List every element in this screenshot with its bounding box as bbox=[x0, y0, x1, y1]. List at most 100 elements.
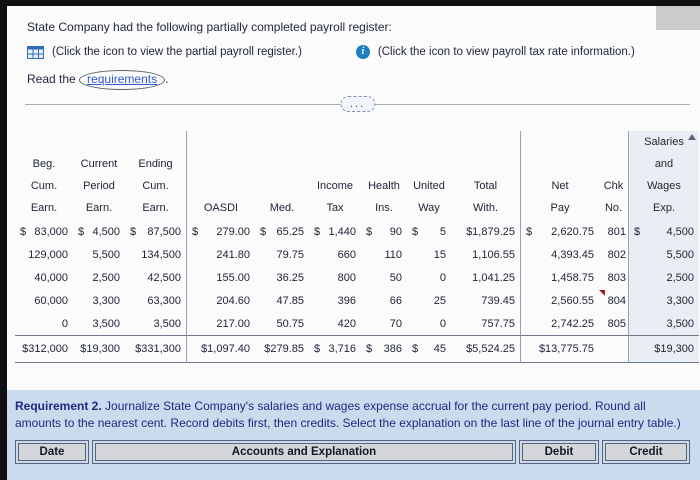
payroll-header-cell: Income Tax bbox=[316, 180, 354, 214]
payroll-cell: 50.75 bbox=[276, 317, 304, 330]
payroll-cell: 129,000 bbox=[28, 248, 68, 261]
payroll-register-icon[interactable] bbox=[27, 45, 44, 59]
payroll-header-cell: Salaries and Wages Exp. bbox=[629, 131, 699, 220]
requirement-body: Journalize State Company's salaries and … bbox=[15, 399, 681, 430]
payroll-cell: 2,500 bbox=[629, 266, 699, 289]
payroll-cell: 66 bbox=[389, 294, 402, 307]
tax-icon-caption: (Click the icon to view payroll tax rate… bbox=[377, 46, 635, 58]
icon-row: (Click the icon to view the partial payr… bbox=[27, 45, 686, 59]
read-requirements-line: Read the requirements. bbox=[27, 70, 686, 90]
payroll-cell: 804 bbox=[599, 289, 629, 312]
payroll-cell: $2,620.75 bbox=[526, 225, 594, 238]
info-icon[interactable] bbox=[355, 45, 370, 59]
window-left-edge bbox=[0, 0, 7, 480]
requirements-link[interactable]: requirements bbox=[79, 70, 166, 90]
payroll-cell: 3,500 bbox=[125, 312, 187, 335]
payroll-cell: $65.25 bbox=[260, 225, 304, 238]
red-flag-marker bbox=[599, 290, 605, 296]
payroll-cell bbox=[599, 335, 629, 363]
journal-header-label: Accounts and Explanation bbox=[95, 443, 513, 462]
read-prefix: Read the bbox=[27, 72, 80, 86]
payroll-cell: 60,000 bbox=[34, 294, 68, 307]
payroll-cell: $312,000 bbox=[15, 335, 73, 363]
payroll-cell: 3,500 bbox=[92, 317, 120, 330]
payroll-cell: 25 bbox=[433, 294, 446, 307]
journal-header-label: Credit bbox=[605, 443, 687, 462]
payroll-header-cell: Ending Cum. Earn. bbox=[125, 131, 187, 220]
payroll-header-cell: Chk No. bbox=[599, 131, 629, 220]
payroll-cell: 803 bbox=[599, 266, 629, 289]
payroll-cell: 5,500 bbox=[629, 243, 699, 266]
expand-collapse-button[interactable]: ... bbox=[339, 96, 376, 112]
payroll-cell: 36.25 bbox=[276, 271, 304, 284]
payroll-header-cell: Net Pay bbox=[550, 180, 570, 214]
payroll-cell: 204.60 bbox=[216, 294, 250, 307]
payroll-cell: $1,440 bbox=[314, 225, 356, 238]
read-suffix: . bbox=[165, 72, 169, 86]
payroll-cell: 396 bbox=[337, 294, 356, 307]
payroll-cell: 134,500 bbox=[125, 243, 187, 266]
payroll-cell: $45 bbox=[407, 335, 451, 363]
payroll-cell: $83,000 bbox=[20, 225, 68, 238]
payroll-cell: 1,106.55 bbox=[451, 243, 521, 266]
requirement-title: Requirement 2. bbox=[15, 399, 102, 413]
payroll-cell: $331,300 bbox=[125, 335, 187, 363]
payroll-cell: $279.00 bbox=[192, 225, 250, 238]
intro-section: State Company had the following partiall… bbox=[7, 6, 700, 90]
payroll-cell: $279.85 bbox=[255, 335, 309, 363]
payroll-cell: 420 bbox=[337, 317, 356, 330]
payroll-cell: 155.00 bbox=[216, 271, 250, 284]
payroll-cell: 2,500 bbox=[92, 271, 120, 284]
window-top-edge bbox=[0, 0, 700, 6]
payroll-cell: $87,500 bbox=[125, 220, 187, 243]
payroll-cell: $19,300 bbox=[73, 335, 125, 363]
payroll-cell: 2,560.55 bbox=[551, 294, 594, 307]
payroll-grid: Beg. Cum. Earn. Current Period Earn. Ending Cum… bbox=[15, 131, 699, 363]
payroll-cell: 3,300 bbox=[92, 294, 120, 307]
payroll-cell: 1,458.75 bbox=[551, 271, 594, 284]
scroll-up-icon[interactable] bbox=[688, 134, 696, 140]
payroll-register-table: Beg. Cum. Earn. Current Period Earn. Ending Cum… bbox=[15, 131, 699, 363]
payroll-cell: $5 bbox=[412, 225, 446, 238]
payroll-cell: 241.80 bbox=[216, 248, 250, 261]
payroll-cell: 802 bbox=[599, 243, 629, 266]
journal-header-cell: Credit bbox=[602, 440, 690, 465]
payroll-cell: 47.85 bbox=[276, 294, 304, 307]
journal-header-label: Date bbox=[18, 443, 86, 462]
top-right-corner bbox=[656, 6, 700, 30]
payroll-cell: 757.75 bbox=[451, 312, 521, 335]
journal-header-row: Date Accounts and Explanation Debit Credit bbox=[15, 440, 690, 465]
payroll-cell: 0 bbox=[439, 317, 446, 330]
payroll-cell: 5,500 bbox=[92, 248, 120, 261]
problem-statement: State Company had the following partiall… bbox=[27, 20, 392, 34]
payroll-cell: 3,500 bbox=[629, 312, 699, 335]
payroll-cell: 15 bbox=[433, 248, 446, 261]
payroll-header-cell: OASDI bbox=[203, 202, 239, 214]
payroll-cell: $5,524.25 bbox=[451, 335, 521, 363]
payroll-cell: 801 bbox=[599, 220, 629, 243]
payroll-cell: 800 bbox=[337, 271, 356, 284]
requirement-panel: Requirement 2. Journalize State Company'… bbox=[7, 390, 700, 480]
payroll-cell: $3,716 bbox=[309, 335, 361, 363]
payroll-cell: $4,500 bbox=[78, 225, 120, 238]
payroll-cell: 79.75 bbox=[276, 248, 304, 261]
payroll-cell: 4,393.45 bbox=[551, 248, 594, 261]
payroll-cell: $19,300 bbox=[629, 335, 699, 363]
payroll-header-cell: Beg. Cum. Earn. bbox=[30, 158, 58, 214]
payroll-cell: 217.00 bbox=[216, 317, 250, 330]
payroll-cell: 0 bbox=[439, 271, 446, 284]
payroll-cell: 805 bbox=[599, 312, 629, 335]
section-divider: ... bbox=[25, 96, 690, 112]
journal-header-label: Debit bbox=[522, 443, 596, 462]
payroll-cell: $13,775.75 bbox=[521, 335, 599, 363]
payroll-header-cell: Total With. bbox=[451, 131, 521, 220]
content-panel: State Company had the following partiall… bbox=[7, 6, 700, 390]
register-icon-caption: (Click the icon to view the partial payr… bbox=[52, 46, 302, 58]
payroll-cell: 3,300 bbox=[629, 289, 699, 312]
payroll-header-cell: Health Ins. bbox=[368, 180, 400, 214]
payroll-cell: 40,000 bbox=[34, 271, 68, 284]
payroll-cell: 50 bbox=[389, 271, 402, 284]
requirement-text: Requirement 2. Journalize State Company'… bbox=[15, 398, 688, 431]
payroll-cell: 42,500 bbox=[125, 266, 187, 289]
payroll-cell: 0 bbox=[61, 317, 68, 330]
